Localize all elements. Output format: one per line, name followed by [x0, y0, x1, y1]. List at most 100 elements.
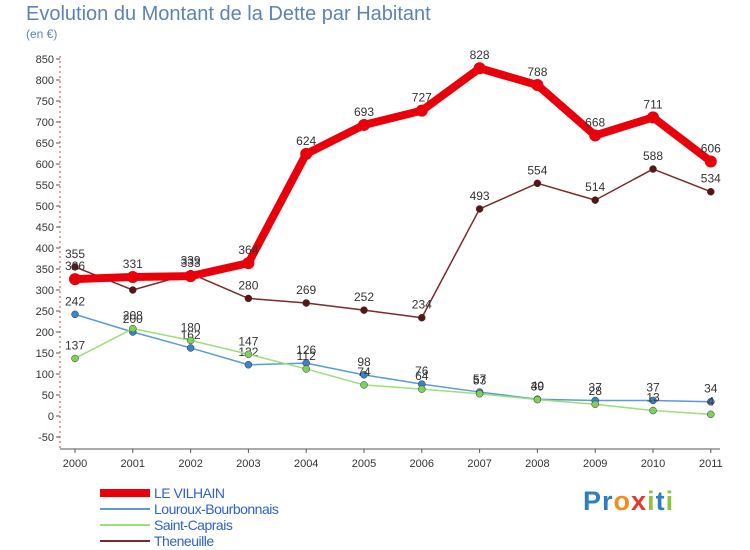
- data-point: [649, 406, 657, 415]
- data-point: [531, 79, 544, 92]
- legend-item: LE VILHAIN: [100, 485, 360, 502]
- logo-letter: i: [647, 486, 656, 516]
- x-tick-label: 2005: [352, 458, 376, 470]
- legend-swatch: [100, 508, 150, 510]
- data-point: [707, 410, 715, 419]
- x-tick-label: 2010: [641, 458, 665, 470]
- logo-letter: t: [655, 486, 666, 516]
- data-label: 74: [357, 365, 371, 379]
- data-label: 331: [123, 257, 143, 271]
- x-tick-label: 2007: [467, 458, 491, 470]
- logo-letter: x: [631, 486, 648, 516]
- data-point: [415, 104, 428, 117]
- legend-label: Theneuille: [154, 533, 214, 549]
- series-louroux-bourbonnais: 24220016212212698765740373734: [65, 294, 718, 406]
- logo-letter: r: [602, 486, 614, 516]
- y-tick-label: 250: [36, 306, 54, 318]
- data-label: 64: [415, 369, 429, 383]
- data-label: 606: [701, 141, 721, 155]
- data-label: 180: [181, 320, 201, 334]
- data-label: 269: [296, 283, 316, 297]
- data-label: 57: [473, 372, 487, 386]
- data-point: [473, 62, 486, 75]
- data-point: [418, 313, 426, 322]
- data-point: [242, 257, 255, 270]
- chart-series: 2422001621221269876574037373413720818014…: [65, 48, 721, 419]
- y-tick-label: 500: [36, 201, 54, 213]
- data-label: 493: [470, 189, 490, 203]
- data-point: [649, 396, 657, 405]
- data-point: [244, 294, 253, 303]
- chart-axes: -50 0 50 100 150 200 250 300 350 400 450 500 550 600 6…: [36, 54, 723, 470]
- data-point: [71, 354, 79, 363]
- data-point: [649, 165, 657, 173]
- data-point: [707, 397, 715, 406]
- data-label: 534: [701, 172, 721, 186]
- x-tick-label: 2001: [121, 458, 145, 470]
- x-tick-label: 2009: [583, 458, 607, 470]
- x-tick-label: 2006: [410, 458, 434, 470]
- y-tick-label: 400: [36, 243, 54, 255]
- data-label: 252: [354, 290, 374, 304]
- data-label: 137: [65, 338, 85, 352]
- proxiti-logo: Proxiti: [583, 486, 674, 517]
- y-tick-label: 750: [36, 96, 54, 108]
- data-label: 37: [646, 380, 660, 394]
- data-label: 355: [65, 247, 85, 261]
- data-point: [302, 365, 310, 373]
- data-label: 40: [531, 379, 545, 393]
- data-label: 126: [296, 343, 316, 357]
- data-label: 234: [412, 298, 432, 312]
- data-label: 364: [238, 243, 258, 257]
- series-saint-caprais: 137 208 180 147 112 74 64 53 39 28 13 4: [65, 309, 715, 419]
- data-point: [69, 273, 81, 286]
- data-point: [475, 389, 484, 398]
- data-point: [591, 196, 599, 204]
- y-tick-label: 100: [36, 369, 54, 381]
- data-point: [358, 118, 370, 131]
- data-point: [647, 111, 659, 124]
- data-label: 200: [123, 312, 143, 326]
- data-label: 668: [585, 115, 605, 129]
- data-point: [129, 286, 137, 294]
- data-point: [704, 155, 717, 168]
- data-label: 37: [589, 380, 603, 394]
- chart-subtitle: (en €): [26, 27, 58, 41]
- data-point: [360, 306, 368, 314]
- data-label: 162: [181, 328, 201, 342]
- data-label: 242: [65, 294, 85, 308]
- data-point: [126, 270, 139, 283]
- y-tick-label: 600: [36, 159, 54, 171]
- y-tick-label: 300: [36, 285, 54, 297]
- data-point: [533, 395, 542, 404]
- data-label: 28: [589, 384, 603, 398]
- x-tick-label: 2008: [525, 458, 549, 470]
- data-label: 208: [123, 309, 143, 323]
- x-tick-label: 2000: [63, 458, 87, 470]
- data-label: 554: [527, 163, 547, 177]
- data-point: [300, 147, 313, 160]
- y-tick-label: 150: [36, 348, 54, 360]
- data-label: 727: [412, 91, 432, 105]
- chart-title: Evolution du Montant de la Dette par Hab…: [26, 3, 431, 25]
- y-tick-label: 800: [36, 75, 54, 87]
- data-label: 76: [415, 364, 429, 378]
- series-line: [74, 313, 712, 403]
- logo-letter: o: [613, 486, 632, 516]
- y-tick-label: 200: [36, 327, 54, 339]
- series-line: [74, 327, 712, 416]
- y-tick-label: 450: [36, 222, 54, 234]
- series-le-vilhain: 326 331 333 364 624 693 727 828 788 668 711 606: [65, 48, 721, 286]
- data-point: [302, 299, 310, 307]
- legend-label: Saint-Caprais: [154, 517, 233, 533]
- legend-item: Theneuille: [100, 533, 360, 550]
- data-label: 53: [473, 374, 487, 388]
- data-point: [184, 270, 197, 283]
- series-line: [74, 168, 712, 319]
- data-point: [360, 381, 368, 389]
- data-point: [129, 324, 137, 333]
- data-label: 326: [65, 259, 85, 273]
- x-tick-label: 2004: [294, 458, 318, 470]
